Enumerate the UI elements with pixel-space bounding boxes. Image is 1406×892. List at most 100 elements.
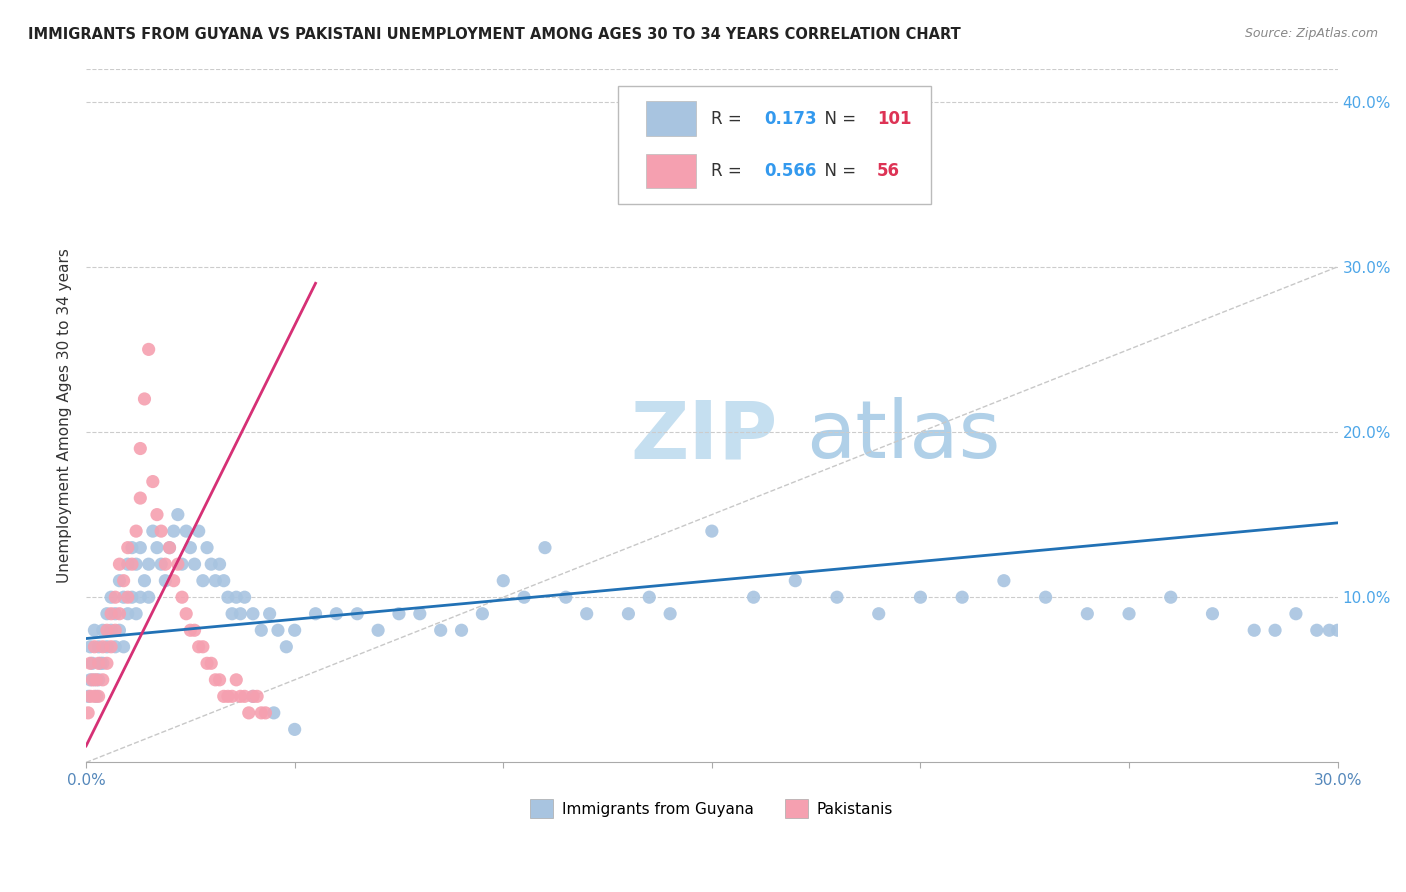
Point — [146, 508, 169, 522]
Point — [267, 624, 290, 638]
Text: Source: ZipAtlas.com: Source: ZipAtlas.com — [1244, 27, 1378, 40]
Point — [259, 607, 281, 621]
Point — [183, 624, 205, 638]
Point — [1201, 607, 1223, 621]
Point — [1306, 624, 1329, 638]
Text: 101: 101 — [877, 110, 911, 128]
Point — [638, 591, 661, 605]
Point — [513, 591, 536, 605]
Point — [825, 591, 848, 605]
Point — [155, 557, 177, 571]
Text: 0.566: 0.566 — [765, 161, 817, 180]
Point — [87, 690, 110, 704]
Point — [742, 591, 765, 605]
Point — [77, 706, 100, 720]
Point — [79, 673, 101, 687]
Point — [146, 541, 169, 555]
Point — [174, 524, 197, 538]
Point — [242, 607, 264, 621]
Point — [87, 657, 110, 671]
Point — [108, 557, 131, 571]
Point — [187, 524, 209, 538]
Point — [471, 607, 494, 621]
Point — [117, 541, 139, 555]
Point — [183, 557, 205, 571]
Point — [170, 557, 193, 571]
Point — [225, 591, 247, 605]
Point — [104, 640, 127, 654]
Point — [150, 524, 173, 538]
Point — [221, 607, 243, 621]
Point — [87, 640, 110, 654]
Point — [250, 624, 273, 638]
Point — [112, 591, 135, 605]
Point — [96, 657, 118, 671]
Point — [138, 343, 160, 357]
Point — [134, 574, 156, 588]
Point — [1035, 591, 1057, 605]
Point — [166, 557, 188, 571]
Point — [125, 557, 148, 571]
Point — [82, 657, 104, 671]
Point — [134, 392, 156, 406]
Point — [121, 541, 143, 555]
Point — [125, 524, 148, 538]
Point — [83, 690, 105, 704]
Point — [163, 574, 186, 588]
Point — [100, 607, 122, 621]
Point — [1118, 607, 1140, 621]
Point — [212, 690, 235, 704]
Point — [229, 607, 252, 621]
Point — [104, 607, 127, 621]
Point — [450, 624, 472, 638]
Point — [1160, 591, 1182, 605]
Point — [138, 591, 160, 605]
Point — [204, 673, 226, 687]
Point — [83, 624, 105, 638]
Legend: Immigrants from Guyana, Pakistanis: Immigrants from Guyana, Pakistanis — [524, 793, 900, 824]
Text: atlas: atlas — [806, 397, 1000, 475]
Point — [191, 640, 214, 654]
Point — [195, 657, 218, 671]
Point — [90, 657, 112, 671]
Point — [554, 591, 576, 605]
Point — [700, 524, 723, 538]
Point — [117, 591, 139, 605]
Point — [117, 557, 139, 571]
Text: ZIP: ZIP — [630, 397, 778, 475]
Point — [91, 657, 114, 671]
Point — [284, 723, 307, 737]
Point — [388, 607, 411, 621]
Point — [263, 706, 285, 720]
Point — [950, 591, 973, 605]
Point — [993, 574, 1015, 588]
Point — [225, 673, 247, 687]
Point — [325, 607, 347, 621]
Point — [166, 508, 188, 522]
Point — [125, 607, 148, 621]
Point — [200, 557, 222, 571]
Point — [304, 607, 326, 621]
Point — [142, 524, 165, 538]
Point — [83, 640, 105, 654]
Point — [246, 690, 269, 704]
Point — [91, 640, 114, 654]
Point — [492, 574, 515, 588]
Point — [534, 541, 557, 555]
Point — [83, 673, 105, 687]
Point — [1243, 624, 1265, 638]
Point — [121, 591, 143, 605]
Point — [108, 607, 131, 621]
Point — [1285, 607, 1308, 621]
Point — [208, 557, 231, 571]
Point — [129, 442, 152, 456]
Point — [100, 640, 122, 654]
Point — [86, 673, 108, 687]
Point — [79, 640, 101, 654]
Point — [82, 673, 104, 687]
Point — [242, 690, 264, 704]
FancyBboxPatch shape — [645, 153, 696, 188]
Point — [129, 491, 152, 505]
Point — [429, 624, 451, 638]
Point — [910, 591, 932, 605]
